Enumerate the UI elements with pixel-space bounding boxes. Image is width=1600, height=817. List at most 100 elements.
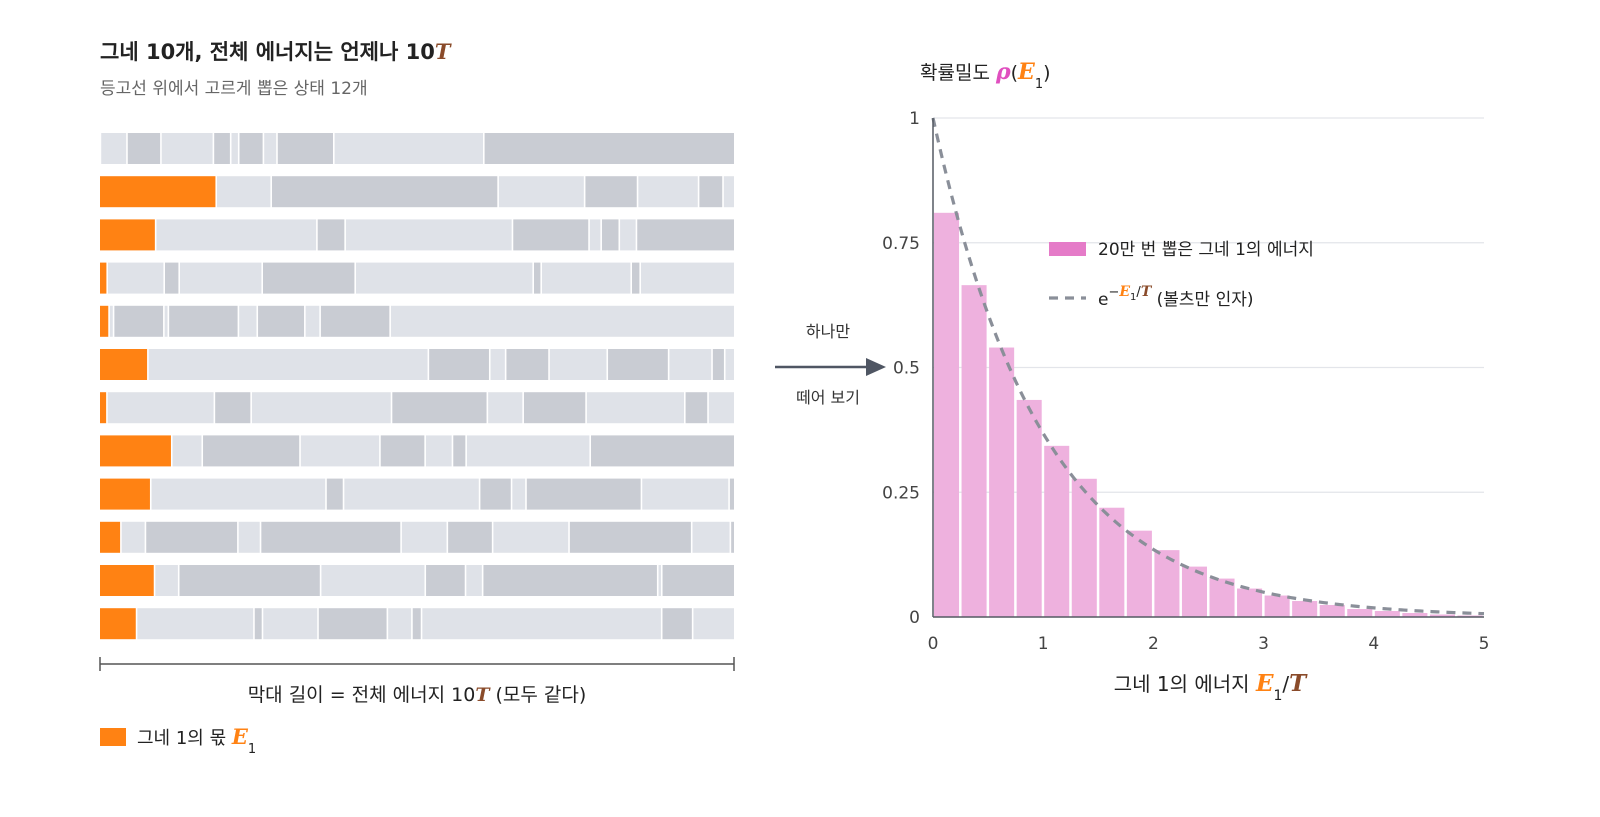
- other-swing-segment: [318, 608, 387, 640]
- other-swing-segment: [238, 521, 260, 553]
- other-swing-segment: [101, 133, 127, 164]
- other-swing-segment: [483, 565, 657, 596]
- state-bar-row: [100, 435, 734, 467]
- x-tick-label: 2: [1148, 634, 1159, 654]
- other-swing-segment: [264, 133, 277, 164]
- other-swing-segment: [569, 521, 691, 553]
- other-swing-segment: [699, 176, 723, 208]
- other-swing-segment: [526, 478, 641, 510]
- other-swing-segment: [121, 521, 145, 553]
- histogram-bar: [1016, 399, 1042, 617]
- other-swing-segment: [239, 305, 257, 337]
- y-tick-label: 0.5: [893, 359, 920, 379]
- state-bar-row: [100, 392, 734, 424]
- other-swing-segment: [513, 219, 589, 251]
- other-swing-segment: [466, 565, 482, 596]
- other-swing-segment: [484, 133, 734, 164]
- state-bar-row: [100, 521, 734, 553]
- swing1-energy-segment: [100, 305, 109, 337]
- x-tick-label: 1: [1038, 634, 1049, 654]
- swing1-energy-segment: [100, 435, 171, 467]
- left-panel-title: 그네 10개, 전체 에너지는 언제나 10T: [100, 39, 452, 64]
- histogram-bar: [989, 347, 1015, 617]
- swing1-energy-segment: [100, 349, 148, 380]
- swing1-energy-segment: [100, 176, 216, 208]
- other-swing-segment: [107, 392, 214, 424]
- legend-swatch-orange: [100, 728, 126, 746]
- histogram-bar: [1374, 611, 1400, 617]
- histogram-bar: [1237, 588, 1263, 617]
- other-swing-segment: [632, 262, 640, 294]
- y-tick-label: 1: [909, 109, 920, 129]
- other-swing-segment: [425, 435, 452, 467]
- other-swing-segment: [179, 565, 320, 596]
- y-tick-label: 0.25: [882, 483, 920, 503]
- histogram-bar: [1319, 605, 1345, 617]
- other-swing-segment: [277, 133, 333, 164]
- chart-legend: 20만 번 뽑은 그네 1의 에너지 e−E1/T (볼츠만 인자): [1049, 240, 1314, 310]
- other-swing-segment: [712, 349, 724, 380]
- state-bar-row: [100, 608, 734, 640]
- histogram-bar: [961, 285, 987, 617]
- other-swing-segment: [114, 305, 164, 337]
- other-swing-segment: [261, 521, 401, 553]
- other-swing-segment: [693, 608, 734, 640]
- x-tick-label: 5: [1479, 634, 1490, 654]
- histogram-bar: [934, 212, 960, 617]
- other-swing-segment: [466, 435, 590, 467]
- other-swing-segment: [493, 521, 569, 553]
- state-bar-row: [100, 478, 734, 510]
- legend-swatch-pink: [1049, 242, 1086, 256]
- other-swing-segment: [161, 133, 213, 164]
- other-swing-segment: [164, 305, 168, 337]
- arrow-label-bottom: 떼어 보기: [796, 388, 860, 407]
- other-swing-segment: [390, 305, 734, 337]
- chart-gridlines: [933, 117, 1484, 618]
- other-swing-segment: [453, 435, 466, 467]
- swing1-energy-segment: [100, 219, 155, 251]
- other-swing-segment: [429, 349, 489, 380]
- swing1-energy-segment: [100, 608, 136, 640]
- other-swing-segment: [608, 349, 668, 380]
- other-swing-segment: [169, 305, 238, 337]
- histogram-bar: [1402, 613, 1428, 617]
- other-swing-segment: [723, 176, 734, 208]
- other-swing-segment: [512, 478, 526, 510]
- other-swing-segment: [725, 349, 734, 380]
- other-swing-segment: [662, 608, 692, 640]
- y-tick-label: 0: [909, 608, 920, 628]
- other-swing-segment: [344, 478, 479, 510]
- other-swing-segment: [708, 392, 734, 424]
- other-swing-segment: [480, 478, 511, 510]
- histogram-bar: [1126, 530, 1152, 617]
- other-swing-segment: [637, 219, 734, 251]
- other-swing-segment: [334, 133, 483, 164]
- right-arrow-icon: [775, 358, 886, 376]
- other-swing-segment: [589, 219, 601, 251]
- state-bar-row: [100, 349, 734, 380]
- other-swing-segment: [326, 478, 343, 510]
- other-swing-segment: [534, 262, 541, 294]
- other-swing-segment: [422, 608, 661, 640]
- other-swing-segment: [448, 521, 492, 553]
- other-swing-segment: [231, 133, 238, 164]
- other-swing-segment: [165, 262, 179, 294]
- other-swing-segment: [523, 392, 586, 424]
- other-swing-segment: [263, 262, 355, 294]
- other-swing-segment: [490, 349, 505, 380]
- histogram-bar: [1429, 614, 1455, 617]
- other-swing-segment: [591, 435, 734, 467]
- swing1-energy-segment: [100, 521, 121, 553]
- histogram-bar: [1347, 609, 1373, 617]
- other-swing-segment: [586, 392, 684, 424]
- other-swing-segment: [239, 133, 263, 164]
- legend-histogram-label: 20만 번 뽑은 그네 1의 에너지: [1098, 240, 1314, 260]
- other-swing-segment: [300, 435, 380, 467]
- y-tick-label: 0.75: [882, 234, 920, 254]
- bar-length-caption: 막대 길이 = 전체 에너지 10T (모두 같다): [248, 684, 587, 706]
- histogram-bars: [934, 212, 1483, 617]
- other-swing-segment: [356, 262, 533, 294]
- state-bar-row: [100, 565, 734, 596]
- x-tick-label: 3: [1258, 634, 1269, 654]
